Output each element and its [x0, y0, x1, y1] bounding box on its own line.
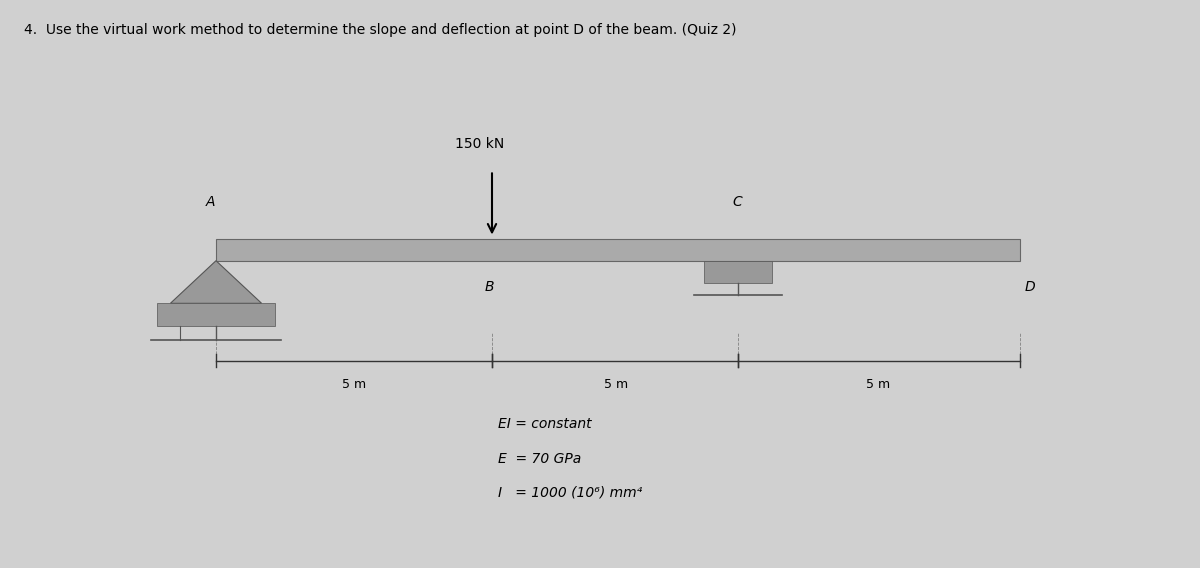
Text: EI = constant: EI = constant — [498, 417, 592, 432]
Text: E  = 70 GPa: E = 70 GPa — [498, 452, 581, 466]
Bar — [157, 303, 275, 326]
Text: 5 m: 5 m — [342, 378, 366, 391]
Text: B: B — [485, 280, 494, 294]
Text: 150 kN: 150 kN — [455, 136, 505, 151]
Text: I   = 1000 (10⁶) mm⁴: I = 1000 (10⁶) mm⁴ — [498, 486, 642, 500]
Text: A: A — [205, 195, 215, 208]
Bar — [216, 239, 1020, 261]
Text: D: D — [1025, 280, 1034, 294]
Text: 5 m: 5 m — [604, 378, 628, 391]
Text: C: C — [732, 195, 742, 208]
Polygon shape — [170, 261, 262, 303]
Text: 4.  Use the virtual work method to determine the slope and deflection at point D: 4. Use the virtual work method to determ… — [24, 23, 737, 37]
Text: 5 m: 5 m — [866, 378, 890, 391]
Bar — [704, 261, 772, 283]
